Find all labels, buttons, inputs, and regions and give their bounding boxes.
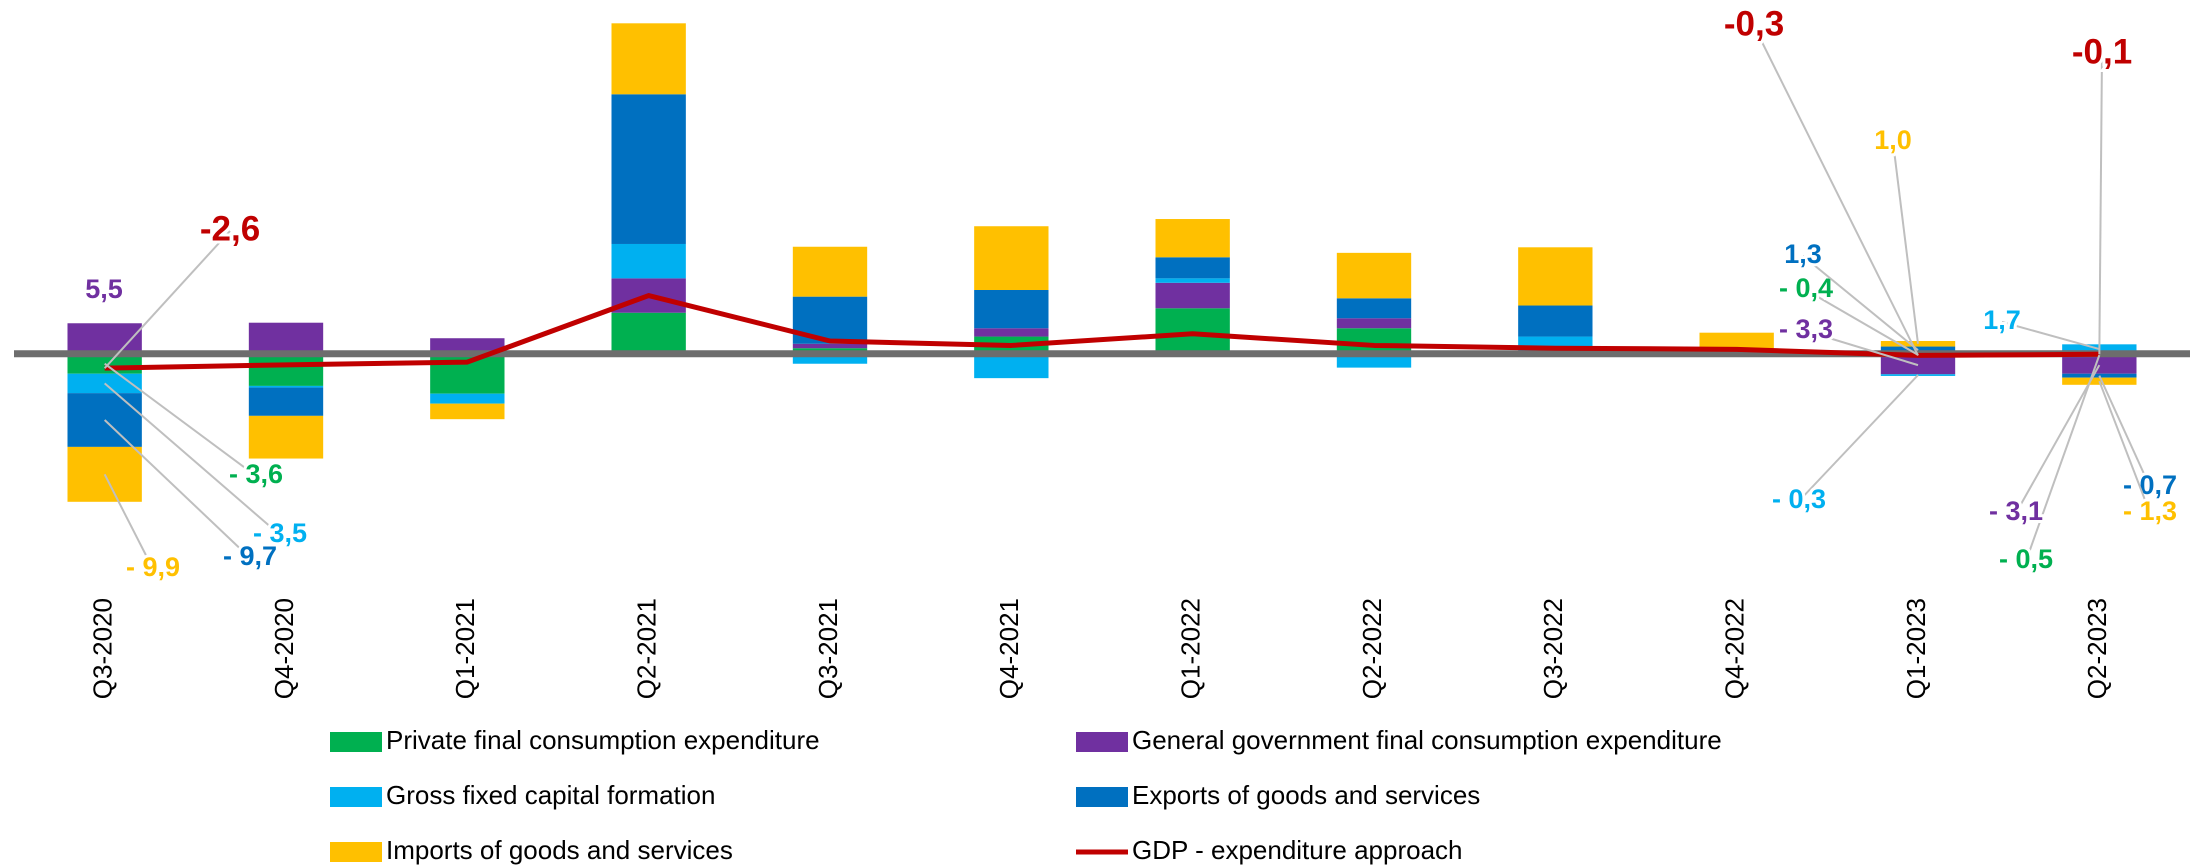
data-label: - 3,1 [1989,496,2043,526]
leader-line [1802,255,1919,351]
x-tick-label: Q2-2022 [1357,598,1387,699]
bar-segment [1518,305,1593,337]
bar-segment [611,312,686,354]
x-tick-label: Q4-2022 [1720,598,1750,699]
bar-segment [1155,257,1230,279]
bar-segment [67,323,142,354]
bar-segment [2062,356,2137,374]
x-tick-label: Q4-2021 [994,598,1024,699]
bar-segment [611,94,686,244]
leader-line [1798,374,1919,502]
data-label: - 0,5 [1999,544,2053,574]
bar-segment [1155,282,1230,309]
x-tick-label: Q3-2022 [1538,598,1568,699]
bar-segment [1336,318,1412,329]
data-label: -0,3 [1724,4,1784,43]
bar-segment [1336,298,1412,319]
x-tick-label: Q3-2020 [88,598,118,699]
bar-segment [248,322,324,354]
data-label: -0,1 [2072,32,2132,71]
bar-segment [248,387,324,416]
bar-segment [974,289,1049,329]
leader-line [104,382,281,536]
legend-swatch [1076,787,1128,807]
bar-segment [1155,219,1230,258]
bar-segment [611,23,686,95]
bar-segment [792,353,868,364]
legend-swatch [330,732,382,752]
leader-line [2098,375,2151,488]
legend-swatch [1076,732,1128,752]
bar-segment [248,415,324,459]
leader-line [103,419,251,559]
data-label: - 0,4 [1779,273,1833,303]
data-label: - 1,3 [2123,496,2177,526]
leader-line [2001,321,2100,351]
bar-segment [248,385,324,388]
leader-line [2015,364,2101,514]
x-tick-label: Q1-2021 [450,598,480,699]
data-label: 5,5 [85,274,123,304]
x-tick-label: Q2-2023 [2082,598,2112,699]
bar-segment [248,353,324,386]
leader-line [2098,53,2103,355]
legend-label: General government final consumption exp… [1132,725,1722,755]
x-tick-label: Q2-2021 [632,598,662,699]
data-label: -2,6 [200,209,260,248]
data-label: - 0,3 [1772,484,1826,514]
bar-segment [1336,328,1412,354]
data-label: - 9,7 [223,541,277,571]
legend-swatch [330,787,382,807]
bar-segment [974,226,1049,290]
bar-segment [611,243,686,279]
data-label: - 0,7 [2123,470,2177,500]
leader-line [1753,25,1919,356]
data-label: - 9,9 [126,552,180,582]
gdp-line [104,293,2100,371]
leader-line [103,230,231,369]
legend-label: Private final consumption expenditure [386,725,820,755]
bar-segment [430,338,505,354]
x-tick-label: Q4-2020 [269,598,299,699]
x-tick-label: Q3-2021 [813,598,843,699]
data-label: 1,3 [1784,239,1822,269]
leader-line [2098,380,2151,514]
legend-label: Exports of goods and services [1132,780,1480,810]
bar-segment [1336,252,1412,299]
leader-line [104,362,257,477]
data-label: - 3,3 [1779,314,1833,344]
leader-line [103,473,154,570]
leader-line [1805,330,1919,367]
bar-segment [430,393,505,404]
bar-segment [792,246,868,297]
data-label: - 3,5 [253,518,307,548]
data-label: 1,7 [1983,305,2021,335]
bar-segment [974,328,1049,337]
legend-label: Gross fixed capital formation [386,780,715,810]
bar-segment [1155,278,1230,283]
bar-segment [974,353,1049,379]
bar-segment [1518,247,1593,306]
bar-segment [792,343,868,349]
x-tick-label: Q1-2023 [1901,598,1931,699]
legend-label: Imports of goods and services [386,835,733,865]
legend-label: GDP - expenditure approach [1132,835,1463,865]
bar-segment [1155,308,1230,354]
leader-line [1892,141,1919,344]
bar-segment [430,403,505,420]
legend-swatch [330,842,382,862]
x-tick-label: Q1-2022 [1176,598,1206,699]
data-label: - 3,6 [229,459,283,489]
data-label: 1,0 [1874,125,1912,155]
leader-line [1805,289,1919,356]
leader-line [2025,354,2101,562]
